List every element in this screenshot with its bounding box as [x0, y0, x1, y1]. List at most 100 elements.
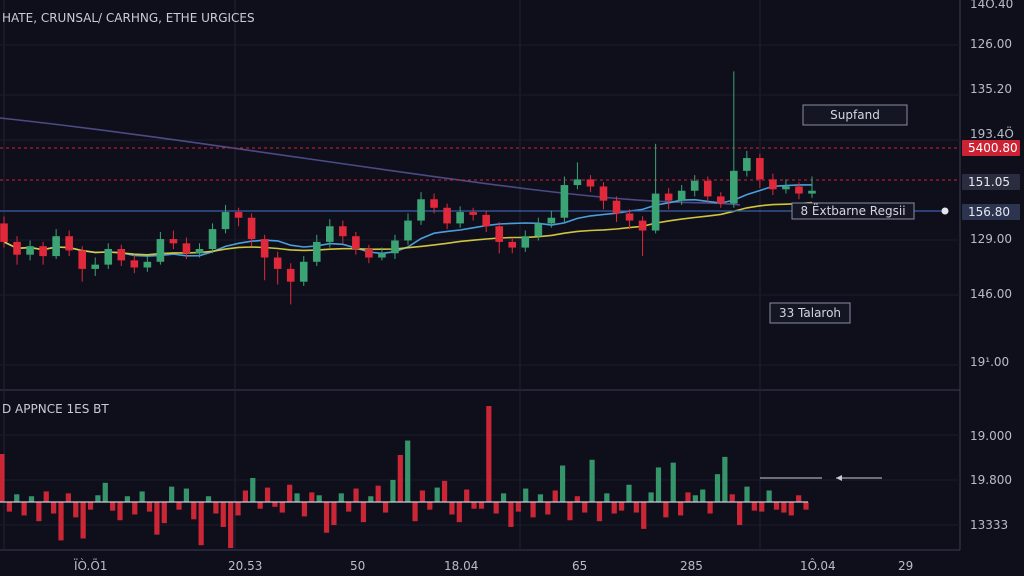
volume-bar[interactable]: [220, 502, 226, 527]
volume-bar[interactable]: [500, 493, 507, 502]
volume-bar[interactable]: [589, 459, 595, 502]
candle-body[interactable]: [730, 170, 738, 204]
volume-bar[interactable]: [198, 502, 204, 546]
candle[interactable]: [391, 234, 399, 259]
candle[interactable]: [169, 230, 178, 249]
candle[interactable]: [234, 207, 243, 227]
candle[interactable]: [469, 207, 477, 221]
volume-bar[interactable]: [382, 502, 389, 513]
candle-body[interactable]: [312, 241, 321, 262]
candle-body[interactable]: [286, 268, 295, 282]
volume-bar[interactable]: [301, 502, 308, 517]
candle[interactable]: [117, 244, 126, 267]
volume-bar[interactable]: [486, 406, 492, 502]
candle[interactable]: [456, 206, 464, 228]
candle-body[interactable]: [769, 179, 777, 190]
volume-bar[interactable]: [279, 502, 285, 513]
candle[interactable]: [795, 182, 803, 200]
volume-bar[interactable]: [582, 502, 588, 513]
volume-histogram[interactable]: [0, 406, 882, 549]
candle-body[interactable]: [52, 236, 60, 257]
volume-bar[interactable]: [102, 482, 108, 502]
candle-body[interactable]: [208, 229, 217, 249]
candle-body[interactable]: [247, 217, 256, 240]
volume-bar[interactable]: [257, 502, 263, 509]
candle[interactable]: [560, 176, 569, 222]
volume-bar[interactable]: [331, 502, 337, 526]
volume-bar[interactable]: [737, 502, 743, 526]
volume-bar[interactable]: [242, 490, 249, 502]
candle-body[interactable]: [195, 249, 204, 254]
volume-bar[interactable]: [14, 494, 20, 502]
volume-bar[interactable]: [596, 502, 603, 522]
volume-bar[interactable]: [6, 502, 12, 512]
candle[interactable]: [417, 192, 425, 225]
candle-body[interactable]: [13, 241, 21, 255]
candle-body[interactable]: [482, 214, 490, 227]
candle-body[interactable]: [508, 241, 517, 248]
volume-bar[interactable]: [154, 502, 160, 535]
volume-bar[interactable]: [604, 493, 610, 502]
volume-bar[interactable]: [781, 502, 787, 513]
candle-body[interactable]: [91, 264, 100, 269]
candle[interactable]: [612, 196, 621, 222]
candle-body[interactable]: [143, 261, 152, 268]
volume-bar[interactable]: [228, 502, 234, 549]
volume-bar[interactable]: [515, 502, 521, 512]
candle[interactable]: [130, 254, 139, 274]
volume-bar[interactable]: [611, 502, 617, 514]
candle[interactable]: [273, 251, 282, 285]
candle-body[interactable]: [156, 239, 165, 262]
candle-body[interactable]: [78, 250, 86, 269]
candle-body[interactable]: [677, 190, 686, 201]
candle-body[interactable]: [782, 186, 790, 190]
volume-bar[interactable]: [375, 485, 381, 502]
candle-body[interactable]: [638, 220, 647, 231]
volume-bar[interactable]: [183, 488, 190, 502]
candle[interactable]: [756, 153, 764, 188]
volume-bar[interactable]: [132, 502, 138, 515]
volume-bar[interactable]: [678, 502, 684, 516]
candle[interactable]: [430, 193, 438, 214]
volume-bar[interactable]: [419, 490, 426, 502]
candle-body[interactable]: [391, 240, 399, 254]
volume-bar[interactable]: [405, 440, 411, 502]
volume-bar[interactable]: [338, 493, 344, 502]
candle-body[interactable]: [182, 243, 191, 254]
candle-body[interactable]: [117, 249, 126, 261]
volume-bar[interactable]: [124, 496, 130, 502]
volume-bar[interactable]: [294, 493, 300, 502]
candle-body[interactable]: [586, 179, 595, 187]
candle-body[interactable]: [443, 207, 451, 224]
volume-bar[interactable]: [759, 502, 765, 512]
volume-bar[interactable]: [412, 502, 418, 522]
volume-bar[interactable]: [51, 502, 57, 514]
candle-body[interactable]: [795, 186, 803, 194]
candle-body[interactable]: [339, 226, 347, 237]
candle[interactable]: [326, 219, 334, 248]
candle[interactable]: [78, 246, 86, 282]
volume-bar[interactable]: [700, 489, 706, 502]
candle-body[interactable]: [456, 212, 464, 224]
volume-bar[interactable]: [146, 502, 153, 512]
candle[interactable]: [482, 210, 490, 232]
candle-body[interactable]: [39, 246, 47, 257]
candle[interactable]: [743, 150, 751, 177]
volume-bar[interactable]: [670, 462, 676, 502]
volume-bar[interactable]: [796, 495, 802, 502]
volume-bar[interactable]: [87, 502, 94, 510]
candle-body[interactable]: [417, 199, 425, 221]
volume-bar[interactable]: [205, 496, 212, 502]
volume-bar[interactable]: [493, 502, 499, 514]
candle-body[interactable]: [404, 220, 412, 241]
candle[interactable]: [182, 237, 191, 259]
candle[interactable]: [221, 204, 230, 234]
volume-bar[interactable]: [28, 496, 35, 502]
candle[interactable]: [286, 263, 295, 305]
candle[interactable]: [534, 217, 543, 241]
volume-bar[interactable]: [287, 484, 293, 502]
candle-body[interactable]: [273, 257, 282, 269]
volume-bar[interactable]: [464, 489, 470, 502]
volume-bar[interactable]: [449, 502, 455, 515]
